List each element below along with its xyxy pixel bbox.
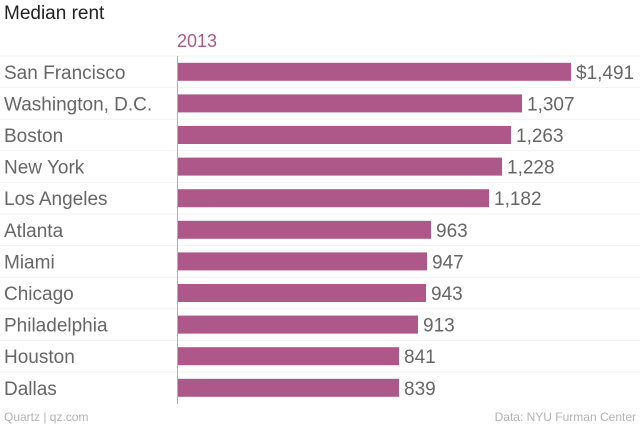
chart-title: Median rent: [4, 3, 105, 24]
bar: [177, 94, 522, 113]
bar: [177, 189, 489, 208]
category-label: San Francisco: [4, 63, 125, 84]
bar: [177, 126, 511, 144]
value-label: 1,263: [516, 126, 564, 147]
value-label: $1,491: [576, 63, 634, 84]
category-label: Washington, D.C.: [4, 94, 152, 115]
value-label: 913: [423, 316, 455, 337]
bar: [177, 157, 502, 176]
value-label: 839: [404, 379, 436, 400]
category-label: Dallas: [4, 379, 57, 400]
series-label: 2013: [177, 31, 217, 51]
value-label: 1,307: [527, 94, 575, 115]
bar: [177, 252, 427, 271]
category-label: Los Angeles: [4, 189, 108, 210]
category-label: Philadelphia: [4, 316, 108, 337]
value-label: 841: [404, 347, 436, 368]
category-label: New York: [4, 158, 85, 179]
category-label: Miami: [4, 252, 55, 273]
value-label: 1,182: [494, 189, 542, 210]
footer-data-credit: Data: NYU Furman Center: [495, 410, 636, 424]
bar: [177, 220, 431, 239]
bar: [177, 347, 399, 366]
bar: [177, 284, 426, 302]
bar-rows: San Francisco $1,491 Washington, D.C. 1,307…: [0, 55, 640, 400]
value-label: 947: [432, 252, 464, 273]
bar: [177, 62, 571, 81]
category-label: Chicago: [4, 284, 74, 305]
value-label: 943: [431, 284, 463, 305]
value-label: 1,228: [507, 158, 555, 179]
category-label: Atlanta: [4, 221, 64, 242]
bar: [177, 315, 418, 334]
value-label: 963: [436, 221, 468, 242]
bar: [177, 378, 399, 397]
category-label: Houston: [4, 347, 75, 368]
category-label: Boston: [4, 126, 63, 147]
footer-source: Quartz | qz.com: [4, 410, 88, 424]
